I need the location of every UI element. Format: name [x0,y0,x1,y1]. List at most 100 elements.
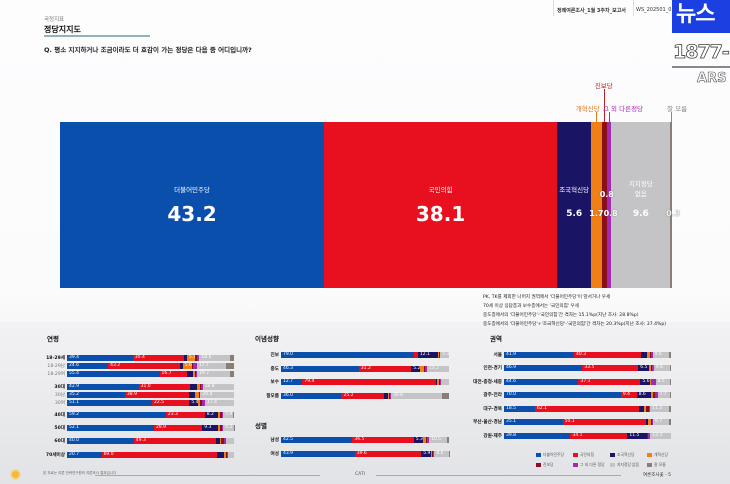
segment-value: 37.1 [580,378,591,384]
row-stacked-bar: 59.2 23.3 8.2 5.9 [67,412,234,418]
row-label: 남성 [270,437,279,443]
bar-segment-dontknow [232,412,234,418]
bar-segment-reform [224,452,226,458]
segment-value: 9.6 [654,351,662,357]
bar-segment-other [224,438,227,444]
legend-item-progressive: 진보당 [536,462,553,468]
bar-segment-rebuilding [188,392,195,398]
segment-value: 16.7 [161,370,172,376]
segment-value: 35.1 [506,418,517,424]
row-label: 60대 [54,438,65,444]
segment-value: 43.2 [167,202,217,226]
bar-segment-rebuilding: 11.5 [627,433,647,439]
bar-segment-dontknow [442,393,449,399]
survey-method: CATI [355,472,365,477]
segment-value: 7.7 [659,391,667,397]
bar-segment-reform [218,412,221,418]
row-label: 대구·경북 [483,406,502,412]
segment-value: 9.7 [654,418,663,424]
bar-segment-reform [193,371,195,377]
bar-segment-democratic: 24.6 [67,362,109,369]
row-stacked-bar: 36.0 25.2 30.6 [281,393,449,399]
survey-question: Q. 평소 지지하거나 조금이라도 더 호감이 가는 정당은 다음 중 어디입니… [44,46,252,54]
segment-value: 5.6 [184,362,192,368]
legend-item-none: 지지정당 없음 [610,462,639,468]
bar-segment-none: 20.4 [200,392,234,398]
bar-segment-progressive [199,384,202,390]
row-label: 18-29남 [47,363,65,369]
legend-swatch [573,453,578,457]
segment-value: 11.2 [652,405,663,411]
bar-segment-rebuilding: 6.5 [638,365,650,371]
bar-segment-other [226,452,228,458]
bar-segment-none: 17.7 [196,362,227,369]
party-callout-reform: 개혁신당 [575,105,600,113]
broadcast-ars: ARS [697,71,727,87]
note-line: 70세 이상 응답층과 보수층에서는 '국민의힘' 우세 [483,304,579,309]
segment-value: 18.5 [506,405,517,411]
segment-value: 69.0 [103,451,114,457]
bar-segment-ppp: 28.9 [154,425,203,431]
bar-segment-progressive [650,379,652,385]
legend-swatch [647,463,652,467]
bar-segment-rebuilding [641,352,648,358]
bar-segment-dontknow [669,365,671,371]
note-line: PK, TK를 제외한 나머지 권역에서 '더불어민주당'이 앞서거나 우세 [483,295,611,300]
segment-value: 8.6 [638,391,646,397]
page-title: 정당지지도 [44,25,81,34]
bar-segment-reform [194,392,199,398]
segment-value: 36.0 [283,392,294,398]
leader-line [671,112,673,122]
segment-value: 8.5 [657,378,665,384]
bar-segment-rebuilding: 5.2 [411,366,420,372]
bar-segment-none: 6.2 [223,425,234,431]
bar-segment-democratic: 20.7 [67,452,102,458]
bar-segment-progressive [220,425,222,431]
main-bar-segment-none: 지지정당 없음 9.6 [611,122,671,288]
main-bar-segment-democratic: 더불어민주당 43.2 [60,122,325,288]
bar-segment-progressive [425,437,428,443]
bar-segment-ppp: 30.4 [132,355,184,361]
row-label: 50대 [54,425,65,431]
segment-value: 5.9 [225,411,233,417]
segment-label: 더불어민주당 [174,186,210,194]
bar-segment-none: 18.8 [202,383,234,390]
bar-segment-democratic: 35.2 [67,392,125,398]
bar-segment-democratic: 43.9 [281,451,355,457]
bar-segment-other [196,355,200,361]
bar-segment-reform [217,425,221,431]
row-stacked-bar: 46.9 33.5 6.5 9.6 [504,365,671,371]
header-divider [633,0,634,16]
bar-segment-none: 5.9 [223,412,233,418]
legend-item-other: 그 외 다른 정당 [573,462,605,468]
row-stacked-bar: 35.2 38.9 20.4 [67,392,234,398]
leader-line [609,112,611,122]
bar-segment-rebuilding: 8.2 [204,412,219,418]
segment-value: 36.5 [354,436,365,442]
bar-segment-progressive [431,451,434,457]
bar-segment-democratic: 41.9 [504,352,574,358]
segment-value: 17.7 [198,362,209,368]
row-stacked-bar: 79.0 12.1 5.1 [281,352,450,358]
bar-segment-rebuilding [180,363,183,369]
legend-label: 지지정당 없음 [617,462,640,467]
main-stacked-bar: 더불어민주당 43.2 국민의힘 38.1 조국혁신당 5.6 지지정당 없음 9.6 [60,122,672,288]
bar-segment-other [647,433,651,439]
bar-segment-reform [419,366,424,372]
segment-value: 43.9 [283,450,294,456]
segment-value: 18.8 [204,383,215,389]
bar-segment-dontknow [668,406,671,412]
segment-value: 41.9 [506,351,517,357]
segment-value: 25.2 [343,392,354,398]
bar-segment-rebuilding: 12.1 [417,352,439,358]
segment-value: 30.6 [392,392,404,398]
segment-value: 59.2 [69,411,80,417]
bar-segment-none: 5.1 [440,352,450,358]
bar-segment-rebuilding [190,384,198,390]
bar-segment-other [652,365,654,371]
bar-segment-democratic: 55.4 [67,371,160,377]
segment-value: 24.6 [69,362,80,368]
bar-segment-rebuilding: 5.3 [413,437,423,443]
legend-label: 조국혁신당 [617,452,635,457]
bar-segment-democratic: 46.3 [281,366,359,372]
